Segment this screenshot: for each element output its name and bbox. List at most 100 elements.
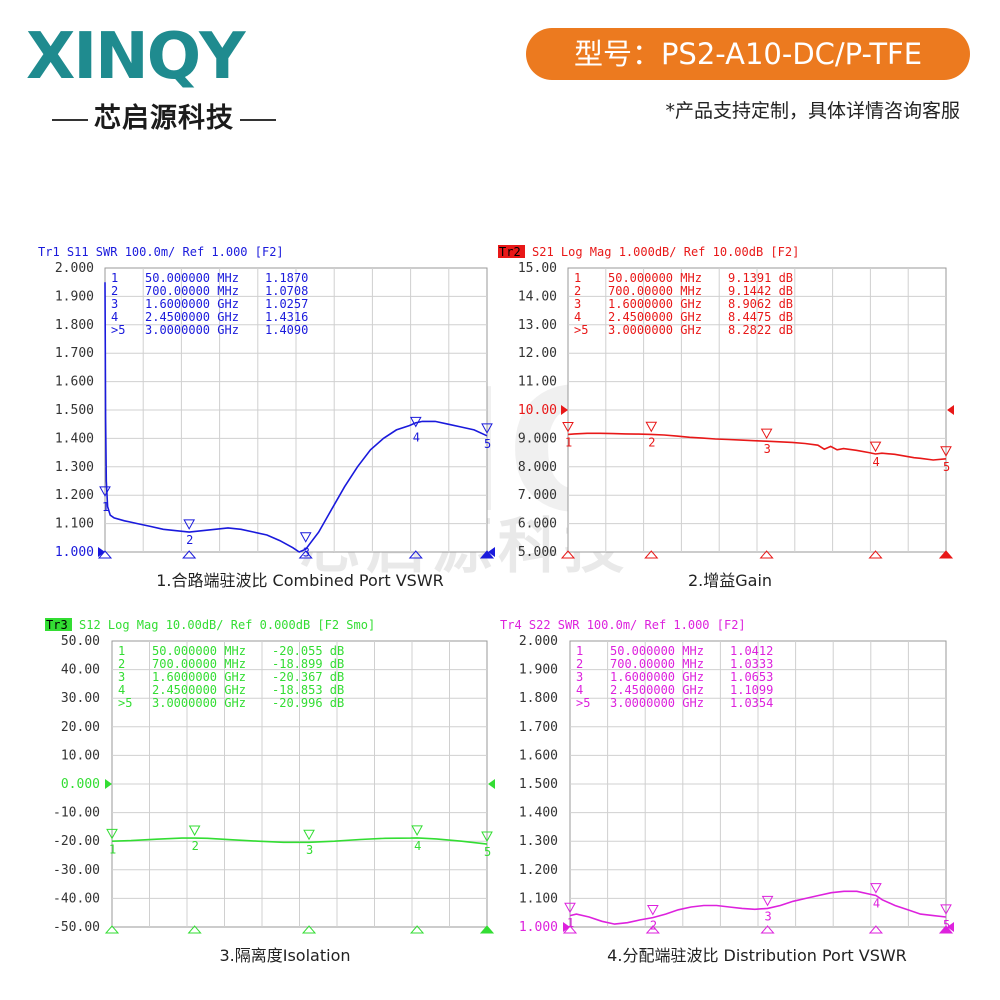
marker-row-freq: 700.00000 MHz xyxy=(610,657,704,671)
marker-row-id: 1 xyxy=(574,271,581,285)
y-tick-label: -30.00 xyxy=(53,863,100,878)
marker-row-value: 1.0257 xyxy=(265,297,308,311)
chart-c1: Tr1 S11 SWR 100.0m/ Ref 1.000 [F2] 2.000 1… xyxy=(38,245,495,560)
y-tick-label: 1.400 xyxy=(55,431,94,446)
marker-label: 2 xyxy=(192,839,199,853)
y-tick-label: 40.00 xyxy=(61,663,100,678)
axis-marker xyxy=(479,550,495,559)
ref-arrow-left xyxy=(105,779,112,789)
y-tick-label: 30.00 xyxy=(61,691,100,706)
marker-row-freq: 1.6000000 GHz xyxy=(608,297,702,311)
marker-row-value: 1.0708 xyxy=(265,284,308,298)
y-tick-label: -20.00 xyxy=(53,834,100,849)
marker-row-freq: 50.000000 MHz xyxy=(608,271,702,285)
marker-triangle xyxy=(183,519,196,530)
marker-row-freq: 700.00000 MHz xyxy=(608,284,702,298)
y-tick-label: 1.200 xyxy=(519,863,558,878)
y-tick-label: -10.00 xyxy=(53,806,100,821)
y-tick-label: 5.000 xyxy=(518,545,557,560)
axis-marker xyxy=(868,925,883,934)
marker-triangle xyxy=(870,883,882,894)
trace-tag: Tr3 xyxy=(46,618,68,632)
y-tick-label: 1.200 xyxy=(55,488,94,503)
marker-triangle xyxy=(940,904,952,915)
marker-label: 4 xyxy=(413,430,420,444)
axis-marker xyxy=(182,550,197,559)
marker-row-id: 4 xyxy=(576,683,583,697)
trace-tag: Tr2 xyxy=(499,245,521,259)
marker-row-value: -18.853 dB xyxy=(272,683,344,697)
marker-label: 3 xyxy=(764,442,771,456)
marker-triangle xyxy=(646,904,659,916)
brand-name: 芯启源科技 xyxy=(46,96,282,135)
marker-triangle xyxy=(303,829,315,841)
marker-row-freq: 3.0000000 GHz xyxy=(152,696,246,710)
marker-row-freq: 3.0000000 GHz xyxy=(608,323,702,337)
y-tick-label: 9.000 xyxy=(518,431,557,446)
axis-marker xyxy=(187,925,202,934)
ref-arrow-left xyxy=(563,922,570,932)
marker-row-value: 1.4316 xyxy=(265,310,308,324)
marker-triangle xyxy=(564,902,576,914)
marker-row-value: -20.367 dB xyxy=(272,670,344,684)
chart-header: S21 Log Mag 1.000dB/ Ref 10.00dB [F2] xyxy=(532,245,799,259)
y-tick-label: -50.00 xyxy=(53,920,100,935)
marker-triangle xyxy=(299,532,312,543)
marker-row-freq: 2.4500000 GHz xyxy=(608,310,702,324)
axis-marker xyxy=(409,925,425,934)
caption-c4: 4.分配端驻波比 Distribution Port VSWR xyxy=(607,946,907,965)
marker-row-freq: 700.00000 MHz xyxy=(145,284,239,298)
marker-row-id: 3 xyxy=(111,297,118,311)
marker-row-id: >5 xyxy=(576,696,590,710)
y-tick-label: 14.00 xyxy=(518,289,557,304)
marker-triangle xyxy=(188,825,201,837)
y-tick-label: 1.600 xyxy=(55,375,94,390)
marker-row-value: -20.055 dB xyxy=(272,644,344,658)
marker-row-value: 8.2822 dB xyxy=(728,323,793,337)
trace-tag-bg xyxy=(45,618,72,631)
caption-c1: 1.合路端驻波比 Combined Port VSWR xyxy=(156,571,444,590)
y-tick-label: 1.800 xyxy=(519,691,558,706)
chart-c3: Tr3 S12 Log Mag 10.00dB/ Ref 0.000dB [F2 … xyxy=(45,618,495,935)
marker-triangle xyxy=(411,825,423,836)
marker-label: 5 xyxy=(484,437,491,451)
marker-row-freq: 2.4500000 GHz xyxy=(145,310,239,324)
marker-label: 1 xyxy=(567,916,574,930)
ref-arrow-right xyxy=(947,922,954,932)
marker-label: 2 xyxy=(186,533,193,547)
marker-row-value: 9.1442 dB xyxy=(728,284,793,298)
chart-header: Tr1 S11 SWR 100.0m/ Ref 1.000 [F2] xyxy=(38,245,284,259)
y-tick-label: 13.00 xyxy=(518,318,557,333)
marker-row-value: 1.0333 xyxy=(730,657,773,671)
axis-marker xyxy=(760,925,775,934)
marker-label: 4 xyxy=(873,455,880,469)
marker-row-id: 3 xyxy=(118,670,125,684)
marker-row-freq: 50.000000 MHz xyxy=(610,644,704,658)
marker-triangle xyxy=(106,828,118,840)
caption-c3: 3.隔离度Isolation xyxy=(219,946,351,965)
marker-row-id: >5 xyxy=(574,323,588,337)
axis-marker xyxy=(301,925,317,934)
marker-row-id: 4 xyxy=(574,310,581,324)
marker-label: 4 xyxy=(873,897,880,911)
y-tick-label: 2.000 xyxy=(55,261,94,276)
y-tick-label: 6.000 xyxy=(518,517,557,532)
chart-c4: Tr4 S22 SWR 100.0m/ Ref 1.000 [F2] 2.000 1… xyxy=(500,618,954,935)
y-tick-label: 2.000 xyxy=(519,634,558,649)
y-tick-label: 0.000 xyxy=(61,777,100,792)
marker-label: 3 xyxy=(306,843,313,857)
caption-c2: 2.增益Gain xyxy=(687,571,773,590)
marker-triangle xyxy=(99,486,111,497)
marker-row-id: 4 xyxy=(111,310,118,324)
marker-row-freq: 1.6000000 GHz xyxy=(610,670,704,684)
marker-label: 5 xyxy=(943,460,950,474)
brand-logo: XINQY 芯启源科技 xyxy=(26,24,286,134)
y-tick-label: 50.00 xyxy=(61,634,100,649)
trace-tag-bg xyxy=(498,245,525,258)
marker-triangle xyxy=(760,428,773,440)
marker-row-id: >5 xyxy=(111,323,125,337)
marker-triangle xyxy=(409,416,422,428)
axis-marker xyxy=(938,925,954,934)
axis-marker xyxy=(560,550,576,559)
marker-row-value: 1.0412 xyxy=(730,644,773,658)
